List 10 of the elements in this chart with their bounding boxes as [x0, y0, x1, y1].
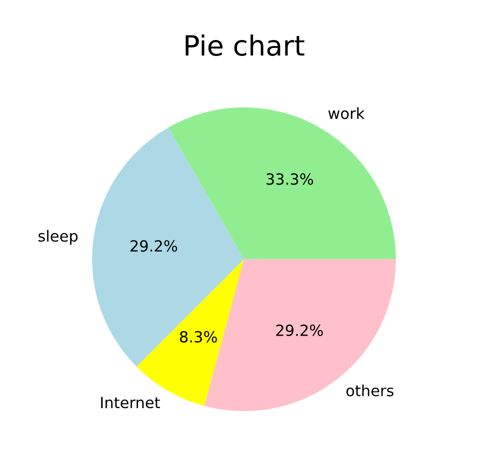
- data-label: 29.2%: [276, 324, 323, 336]
- chart-title: Pie chart: [186, 34, 304, 56]
- data-label: 8.3%: [180, 331, 217, 343]
- slice-label: sleep: [38, 230, 78, 245]
- data-label: 29.2%: [130, 240, 178, 252]
- pie-slice: [92, 128, 244, 367]
- slice-label: work: [328, 107, 365, 120]
- slice-label: others: [346, 384, 394, 396]
- data-label: 33.3%: [266, 173, 314, 185]
- slice-label: Internet: [101, 396, 160, 408]
